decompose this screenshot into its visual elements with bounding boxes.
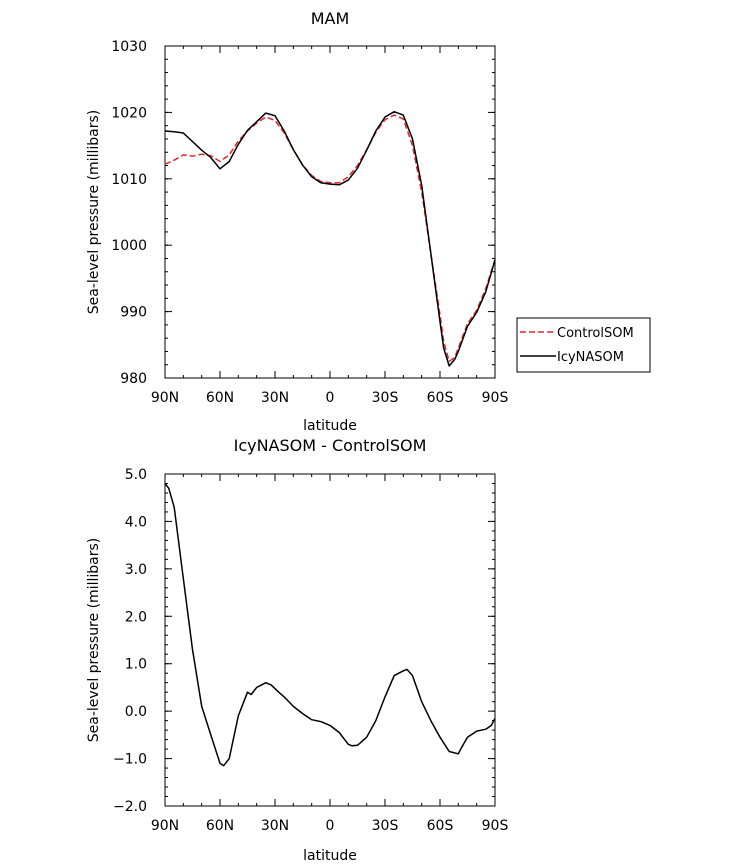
- x-tick-label: 30N: [261, 818, 289, 834]
- panel-bottom: IcyNASOM - ControlSOM 90N 60N 30N 0 30S 60S 90…: [86, 436, 508, 864]
- legend-label-controlsom: ControlSOM: [557, 326, 634, 341]
- x-tick-label: 30N: [261, 390, 289, 406]
- x-tick-label: 30S: [372, 390, 399, 406]
- y-tick-label: 980: [120, 371, 147, 387]
- y-tick-label: 1020: [111, 105, 147, 121]
- y-tick-labels: 980 990 1000 1010 1020 1030: [111, 39, 147, 387]
- series-line-controlsom: [164, 114, 496, 363]
- y-tick-label: 1.0: [125, 657, 147, 673]
- panel-top: MAM 90N 60N 30N 0 30S 60S 90S 980 990 1000 1010 10…: [86, 9, 651, 434]
- x-tick-label: 60S: [427, 390, 454, 406]
- y-tick-label: 1010: [111, 172, 147, 188]
- x-tick-label: 90N: [151, 390, 179, 406]
- x-axis-label: latitude: [303, 848, 357, 864]
- chart-title: IcyNASOM - ControlSOM: [234, 436, 427, 455]
- x-tick-label: 0: [326, 818, 335, 834]
- x-tick-label: 90N: [151, 818, 179, 834]
- legend-label-icynasom: IcyNASOM: [557, 350, 624, 365]
- series-line-icynasom: [164, 110, 496, 367]
- y-tick-label: 1030: [111, 39, 147, 55]
- legend: ControlSOM IcyNASOM: [516, 317, 651, 373]
- y-tick-label: 4.0: [125, 514, 147, 530]
- y-tick-label: −2.0: [113, 799, 147, 815]
- plot-frame: [164, 45, 496, 379]
- x-tick-label: 30S: [372, 818, 399, 834]
- x-tick-label: 60S: [427, 818, 454, 834]
- series-lines: [164, 483, 496, 767]
- tick-marks: [164, 45, 496, 379]
- x-tick-labels: 90N 60N 30N 0 30S 60S 90S: [151, 390, 509, 406]
- tick-marks: [164, 473, 496, 807]
- y-tick-labels: −2.0 −1.0 0.0 1.0 2.0 3.0 4.0 5.0: [113, 467, 147, 815]
- y-tick-label: 5.0: [125, 467, 147, 483]
- y-tick-label: 2.0: [125, 609, 147, 625]
- y-tick-label: 990: [120, 305, 147, 321]
- y-axis-label: Sea-level pressure (millibars): [86, 110, 102, 314]
- x-tick-labels: 90N 60N 30N 0 30S 60S 90S: [151, 818, 509, 834]
- y-tick-label: 1000: [111, 238, 147, 254]
- plot-frame: [164, 473, 496, 807]
- x-tick-label: 60N: [206, 390, 234, 406]
- x-tick-label: 90S: [482, 818, 509, 834]
- x-axis-label: latitude: [303, 418, 357, 434]
- series-line-difference: [164, 483, 496, 767]
- series-lines: [164, 110, 496, 367]
- y-tick-label: 3.0: [125, 562, 147, 578]
- y-tick-label: −1.0: [113, 752, 147, 768]
- y-tick-label: 0.0: [125, 704, 147, 720]
- legend-box: [516, 317, 651, 373]
- x-tick-label: 90S: [482, 390, 509, 406]
- y-axis-label: Sea-level pressure (millibars): [86, 538, 102, 742]
- x-tick-label: 60N: [206, 818, 234, 834]
- x-tick-label: 0: [326, 390, 335, 406]
- chart-title: MAM: [311, 9, 350, 28]
